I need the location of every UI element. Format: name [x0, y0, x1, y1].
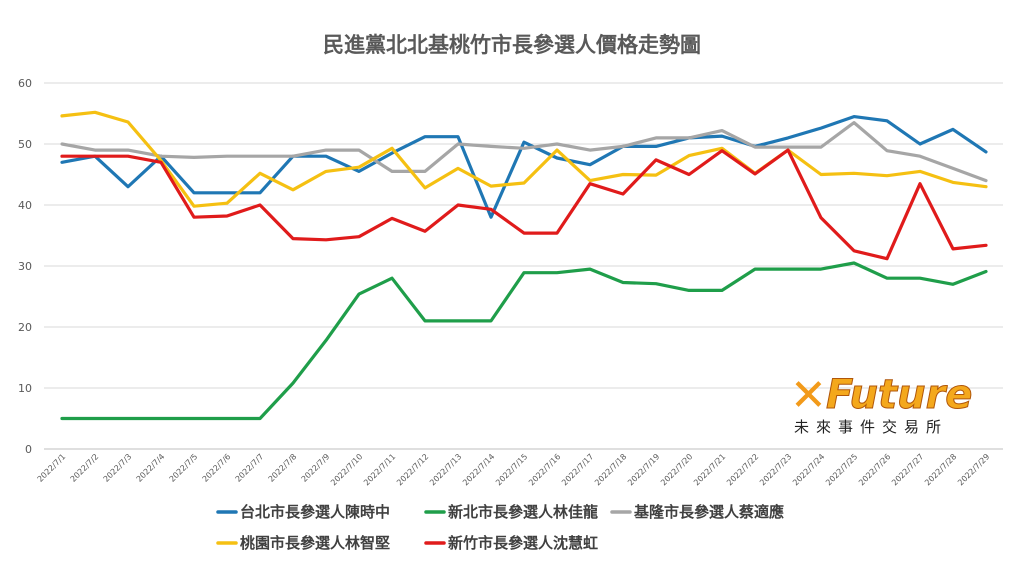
- x-tick-label: 2022/7/5: [168, 452, 200, 484]
- y-tick-label: 40: [18, 199, 32, 212]
- legend-item-2: 基隆市長參選人蔡適應: [610, 503, 784, 521]
- logo-wordmark: Future: [826, 372, 972, 418]
- x-tick-label: 2022/7/15: [494, 452, 529, 487]
- x-tick-label: 2022/7/28: [923, 452, 958, 487]
- x-tick-label: 2022/7/16: [527, 452, 562, 487]
- x-tick-label: 2022/7/2: [69, 452, 101, 484]
- legend: 台北市長參選人陳時中 新北市長參選人林佳龍 基隆市長參選人蔡適應桃園市長參選人林智堅…: [216, 503, 784, 552]
- x-tick-label: 2022/7/18: [593, 452, 628, 487]
- x-axis-ticks: 2022/7/1 2022/7/2 2022/7/3 2022/7/4 2022/7/5…: [36, 452, 992, 487]
- x-tick-label: 2022/7/3: [102, 452, 134, 484]
- x-tick-label: 2022/7/4: [135, 452, 167, 484]
- x-tick-label: 2022/7/13: [428, 452, 463, 487]
- x-tick-label: 2022/7/10: [329, 452, 364, 487]
- series-line-4: [60, 148, 988, 261]
- y-tick-label: 60: [18, 77, 32, 90]
- legend-item-3: 桃園市長參選人林智堅: [216, 534, 390, 552]
- series-line-1: [60, 261, 988, 421]
- x-tick-label: 2022/7/22: [725, 452, 760, 487]
- y-tick-label: 0: [25, 443, 32, 456]
- x-tick-label: 2022/7/17: [560, 452, 595, 487]
- x-tick-label: 2022/7/7: [234, 452, 266, 484]
- legend-item-4: 新竹市長參選人沈慧虹: [424, 534, 598, 552]
- x-tick-label: 2022/7/1: [36, 452, 68, 484]
- future-logo: ✕ Future 未來事件交易所: [790, 370, 973, 436]
- x-tick-label: 2022/7/6: [201, 452, 233, 484]
- x-tick-label: 2022/7/21: [692, 452, 727, 487]
- series-line-2: [60, 120, 988, 183]
- legend-label: 新北市長參選人林佳龍: [448, 503, 598, 521]
- x-tick-label: 2022/7/29: [956, 452, 991, 487]
- x-tick-label: 2022/7/12: [395, 452, 430, 487]
- x-tick-label: 2022/7/24: [791, 452, 826, 487]
- legend-item-0: 台北市長參選人陳時中: [216, 503, 390, 521]
- y-tick-label: 30: [18, 260, 32, 273]
- x-tick-label: 2022/7/19: [626, 452, 661, 487]
- x-tick-label: 2022/7/23: [758, 452, 793, 487]
- logo-subtitle: 未來事件交易所: [794, 418, 948, 436]
- y-axis-ticks: 0 10 20 30 40 50 60: [18, 77, 32, 456]
- legend-item-1: 新北市長參選人林佳龍: [424, 503, 598, 521]
- legend-label: 台北市長參選人陳時中: [240, 503, 390, 521]
- legend-label: 基隆市長參選人蔡適應: [633, 503, 784, 521]
- y-tick-label: 10: [18, 382, 32, 395]
- x-tick-label: 2022/7/25: [824, 452, 859, 487]
- x-tick-label: 2022/7/27: [890, 452, 925, 487]
- y-tick-label: 50: [18, 138, 32, 151]
- chart-title: 民進黨北北基桃竹市長參選人價格走勢圖: [323, 33, 701, 57]
- logo-x-icon: ✕: [790, 370, 827, 421]
- legend-label: 新竹市長參選人沈慧虹: [448, 534, 598, 552]
- x-tick-label: 2022/7/8: [267, 452, 299, 484]
- series-line-0: [60, 114, 988, 219]
- x-tick-label: 2022/7/11: [362, 452, 397, 487]
- x-tick-label: 2022/7/20: [659, 452, 694, 487]
- y-tick-label: 20: [18, 321, 32, 334]
- series-lines: [60, 110, 988, 421]
- x-tick-label: 2022/7/14: [461, 452, 496, 487]
- x-tick-label: 2022/7/26: [857, 452, 892, 487]
- legend-label: 桃園市長參選人林智堅: [240, 534, 390, 552]
- series-line-3: [60, 110, 988, 208]
- x-tick-label: 2022/7/9: [300, 452, 332, 484]
